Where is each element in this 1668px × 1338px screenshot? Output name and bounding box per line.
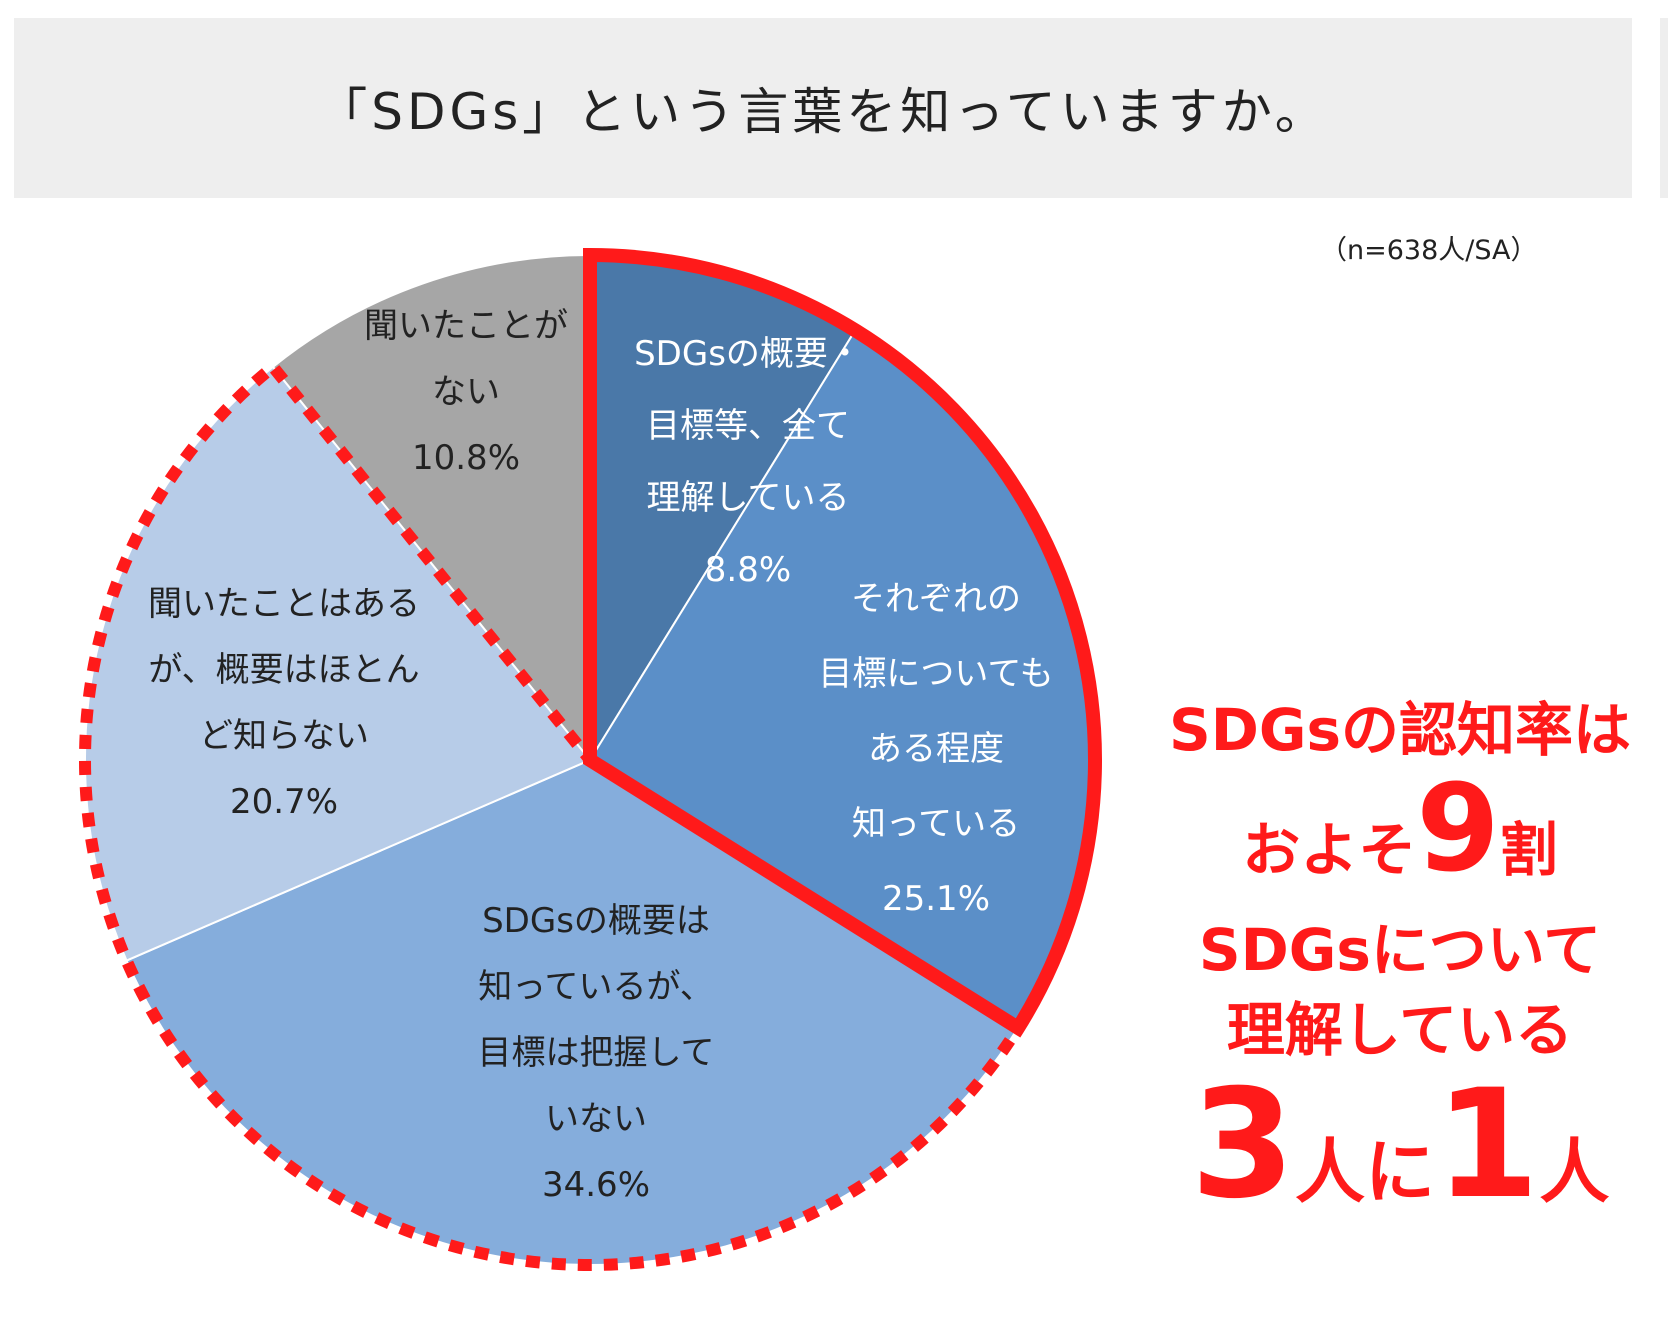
pie-slice-5 — [271, 253, 591, 763]
callout: SDGsの認知率は およそ9割 SDGsについて 理解している 3人に1人 — [1130, 690, 1668, 1247]
callout-line-5: 3人に1人 — [1130, 1070, 1668, 1247]
slice-text-line: ど知らない — [199, 716, 369, 756]
slice-percent-label: 10.8% — [412, 438, 520, 478]
callout-big-number-9: 9 — [1416, 760, 1500, 899]
slice-percent-label: 8.8% — [705, 550, 791, 590]
callout-big-number-1: 1 — [1435, 1058, 1540, 1232]
slice-text-line: 知っている — [852, 804, 1020, 844]
slice-text-line: それぞれの — [851, 579, 1021, 619]
slice-text-line: 知っているが、 — [478, 967, 714, 1007]
slice-text-line: 目標についても — [818, 654, 1053, 694]
slice-percent-label: 20.7% — [230, 782, 338, 822]
slice-text-line: SDGsの概要・ — [634, 334, 862, 374]
callout-line-2-post: 割 — [1499, 816, 1558, 884]
slice-text-line: 理解している — [647, 478, 850, 518]
title-bar: 「SDGs」という言葉を知っていますか。 — [14, 18, 1632, 198]
slice-text-line: 目標は把握して — [478, 1033, 715, 1073]
slice-percent-label: 34.6% — [542, 1165, 650, 1205]
callout-line-3: SDGsについて — [1198, 916, 1602, 984]
slice-text-line: いない — [545, 1099, 647, 1139]
slice-text-line: 聞いたことはある — [148, 584, 420, 624]
sample-size-note: （n=638人/SA） — [1320, 235, 1538, 266]
slice-text-line: 目標等、全て — [646, 406, 850, 446]
right-edge-bar — [1660, 18, 1668, 198]
slice-text-line: ない — [432, 372, 500, 412]
slice-text-line: が、概要はほとん — [148, 650, 419, 690]
callout-line-5-post: 人 — [1539, 1131, 1610, 1213]
slice-percent-label: 25.1% — [882, 879, 990, 919]
callout-big-number-3: 3 — [1190, 1058, 1295, 1232]
callout-line-2-pre: およそ — [1242, 816, 1417, 884]
callout-line-5-mid: 人に — [1295, 1131, 1435, 1213]
slice-text-line: ある程度 — [868, 729, 1004, 769]
solid-highlight-outline — [583, 247, 1102, 1038]
slice-text-line: 聞いたことが — [364, 306, 568, 346]
chart-title: 「SDGs」という言葉を知っていますか。 — [317, 83, 1329, 141]
dotted-highlight-outline — [79, 358, 1027, 1271]
callout-line-4: 理解している — [1226, 996, 1574, 1064]
callout-line-1: SDGsの認知率は — [1168, 696, 1632, 764]
slice-text-line: SDGsの概要は — [482, 901, 710, 941]
callout-line-2: およそ9割 — [1130, 770, 1668, 910]
